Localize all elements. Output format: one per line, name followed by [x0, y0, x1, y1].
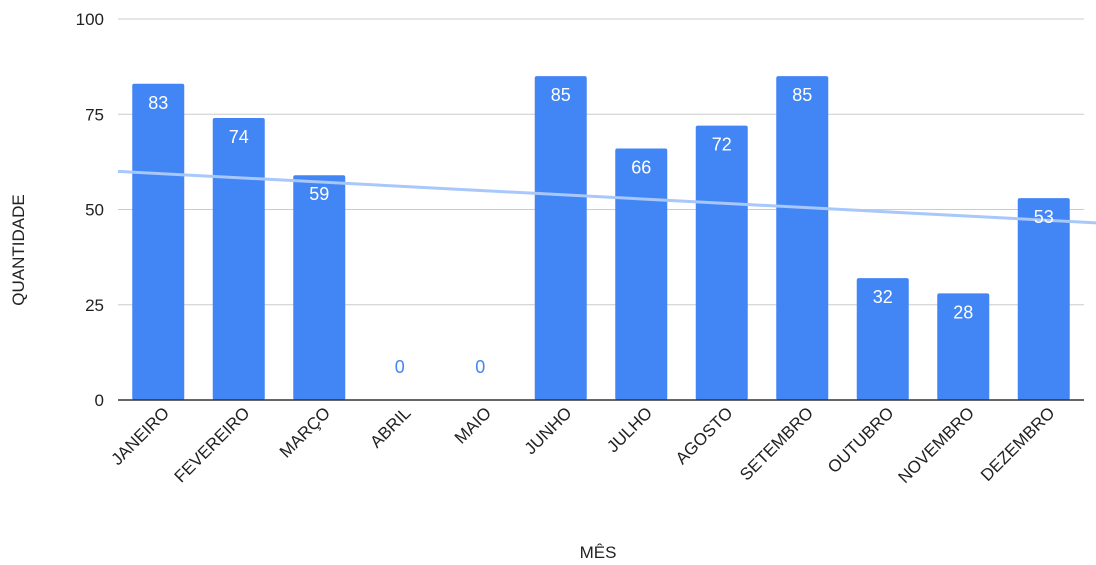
bar [534, 76, 587, 401]
x-tick-label: JANEIRO [108, 403, 174, 469]
x-tick-label: ABRIL [366, 403, 414, 451]
bar-value-label: 85 [792, 85, 812, 105]
bar [212, 118, 265, 400]
bar [776, 76, 829, 401]
bar [132, 83, 185, 401]
x-tick-label: MARÇO [276, 403, 334, 461]
x-tick-label: NOVEMBRO [895, 403, 979, 487]
x-tick-label: JULHO [603, 403, 656, 456]
bar-value-label: 32 [873, 287, 893, 307]
bar-value-label: 59 [309, 184, 329, 204]
x-tick-label: AGOSTO [672, 403, 737, 468]
bar-value-label: 0 [475, 357, 485, 377]
bar-value-label: 85 [551, 85, 571, 105]
y-axis-title: QUANTIDADE [9, 194, 28, 305]
bar-value-label: 28 [953, 302, 973, 322]
bar-value-label: 83 [148, 93, 168, 113]
bar [1017, 198, 1070, 400]
x-axis-title: MÊS [580, 543, 617, 562]
y-tick-label: 25 [85, 296, 104, 315]
y-tick-label: 0 [95, 391, 104, 410]
bar [856, 278, 909, 400]
y-axis-ticks: 0 25 50 75 100 [76, 10, 104, 410]
y-tick-label: 50 [85, 201, 104, 220]
bar [695, 125, 748, 401]
bar-value-label: 74 [229, 127, 249, 147]
trendline-group [117, 169, 1096, 225]
x-tick-label: JUNHO [521, 403, 576, 458]
gridlines [118, 18, 1084, 306]
x-tick-label: SETEMBRO [736, 403, 817, 484]
y-tick-label: 100 [76, 10, 104, 29]
bar-value-label: 66 [631, 158, 651, 178]
data-labels: 83 74 59 0 0 85 66 72 85 32 28 53 [148, 85, 1054, 377]
trendline [117, 169, 1096, 225]
bar [615, 148, 668, 400]
bar [937, 293, 990, 400]
bar-value-label: 53 [1034, 207, 1054, 227]
y-tick-label: 75 [85, 105, 104, 124]
x-tick-label: DEZEMBRO [977, 403, 1059, 485]
x-tick-label: MAIO [451, 403, 495, 447]
x-tick-label: OUTUBRO [824, 403, 898, 477]
bar-value-label: 0 [395, 357, 405, 377]
bar [293, 175, 346, 400]
bars [132, 76, 1070, 401]
bar-value-label: 72 [712, 135, 732, 155]
x-tick-label: FEVEREIRO [171, 403, 254, 486]
